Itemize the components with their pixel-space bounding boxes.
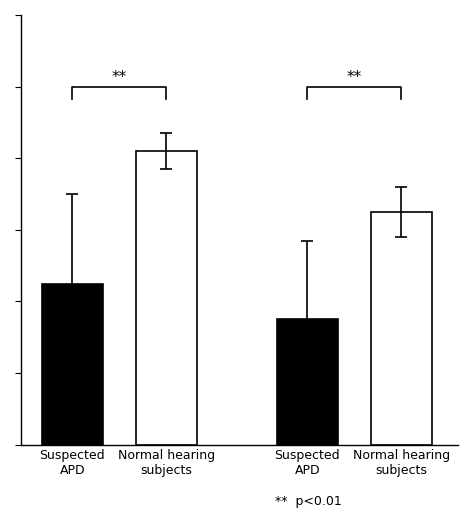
- Bar: [277, 319, 338, 445]
- Bar: [42, 284, 103, 445]
- Text: **  p<0.01: ** p<0.01: [275, 495, 342, 508]
- Bar: [136, 151, 197, 445]
- Text: **: **: [112, 70, 127, 85]
- Bar: [371, 212, 432, 445]
- Text: **: **: [347, 70, 362, 85]
